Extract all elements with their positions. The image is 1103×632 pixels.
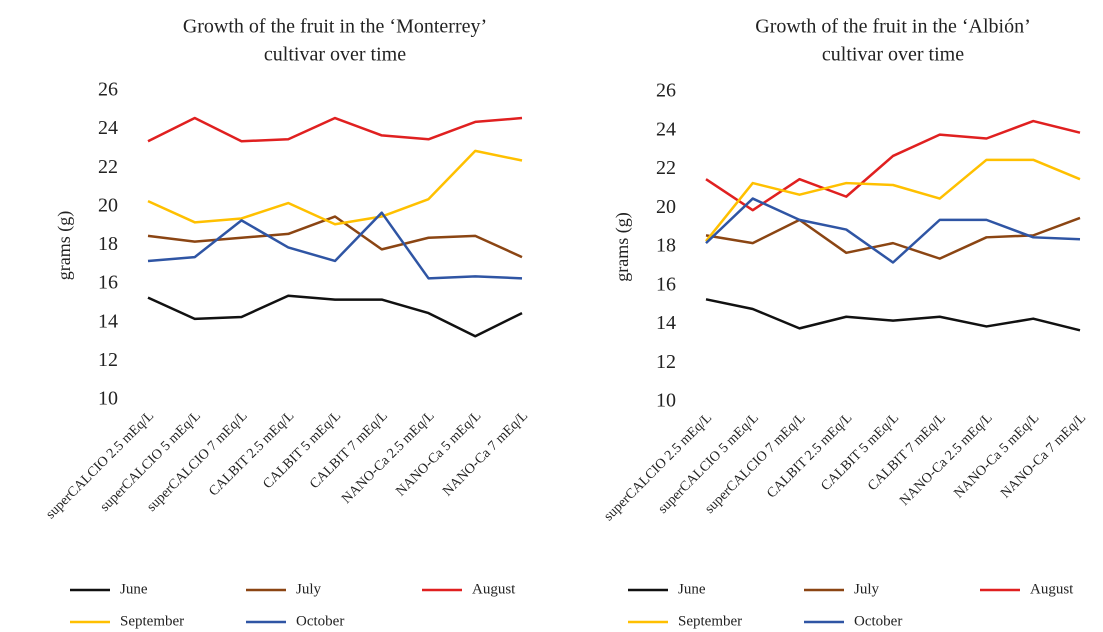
y-tick-label: 24 — [656, 118, 676, 140]
legend-label: September — [678, 613, 742, 629]
series-line — [147, 116, 523, 143]
y-tick-label: 10 — [98, 388, 118, 410]
y-tick-label: 18 — [98, 233, 118, 255]
series-line — [147, 211, 523, 280]
chart-title: cultivar over time — [822, 44, 964, 66]
x-tick-label: NANO-Ca 7 mEq/L — [998, 410, 1089, 501]
y-tick-label: 26 — [656, 80, 676, 102]
x-tick-label: NANO-Ca 7 mEq/L — [440, 408, 531, 499]
chart: Growth of the fruit in the ‘Albión’ culti… — [601, 16, 1089, 630]
y-tick-label: 12 — [98, 349, 118, 371]
x-tick-label: NANO-Ca 2.5 mEq/L — [339, 408, 437, 506]
series-line — [705, 298, 1081, 332]
y-tick-label: 12 — [656, 351, 676, 373]
y-axis-label: grams (g) — [612, 212, 633, 281]
y-tick-label: 22 — [98, 156, 118, 178]
series-line — [705, 197, 1081, 264]
legend-label: July — [854, 581, 880, 597]
y-tick-label: 24 — [98, 117, 118, 139]
chart: Growth of the fruit in the ‘Monterrey’ cu… — [43, 16, 531, 630]
legend-label: October — [296, 613, 344, 629]
chart-title: Growth of the fruit in the ‘Monterrey’ — [183, 16, 487, 38]
x-tick-label: NANO-Ca 2.5 mEq/L — [897, 410, 995, 508]
x-tick-label: CALBIT 2.5 mEq/L — [764, 410, 855, 501]
x-tick-label: NANO-Ca 5 mEq/L — [393, 408, 484, 499]
legend-label: June — [678, 581, 706, 597]
y-tick-label: 18 — [656, 235, 676, 257]
y-tick-label: 16 — [98, 272, 118, 294]
series-line — [147, 294, 523, 338]
chart-title: cultivar over time — [264, 44, 406, 66]
legend-label: June — [120, 581, 148, 597]
legend-label: October — [854, 613, 902, 629]
y-tick-label: 16 — [656, 273, 676, 295]
series-line — [147, 215, 523, 259]
legend-label: August — [1030, 581, 1074, 597]
y-tick-label: 14 — [656, 312, 676, 334]
legend-label: August — [472, 581, 516, 597]
y-tick-label: 20 — [656, 196, 676, 218]
y-tick-label: 10 — [656, 390, 676, 412]
chart-title: Growth of the fruit in the ‘Albión’ — [755, 16, 1031, 38]
legend-label: September — [120, 613, 184, 629]
y-tick-label: 26 — [98, 79, 118, 101]
x-tick-label: NANO-Ca 5 mEq/L — [951, 410, 1042, 501]
y-axis-label: grams (g) — [54, 211, 75, 280]
y-tick-label: 22 — [656, 157, 676, 179]
y-tick-label: 14 — [98, 310, 118, 332]
series-line — [147, 149, 523, 226]
legend-label: July — [296, 581, 322, 597]
series-line — [705, 216, 1081, 260]
series-line — [705, 158, 1081, 242]
y-tick-label: 20 — [98, 194, 118, 216]
x-tick-label: CALBIT 2.5 mEq/L — [206, 408, 297, 499]
series-line — [705, 119, 1081, 212]
